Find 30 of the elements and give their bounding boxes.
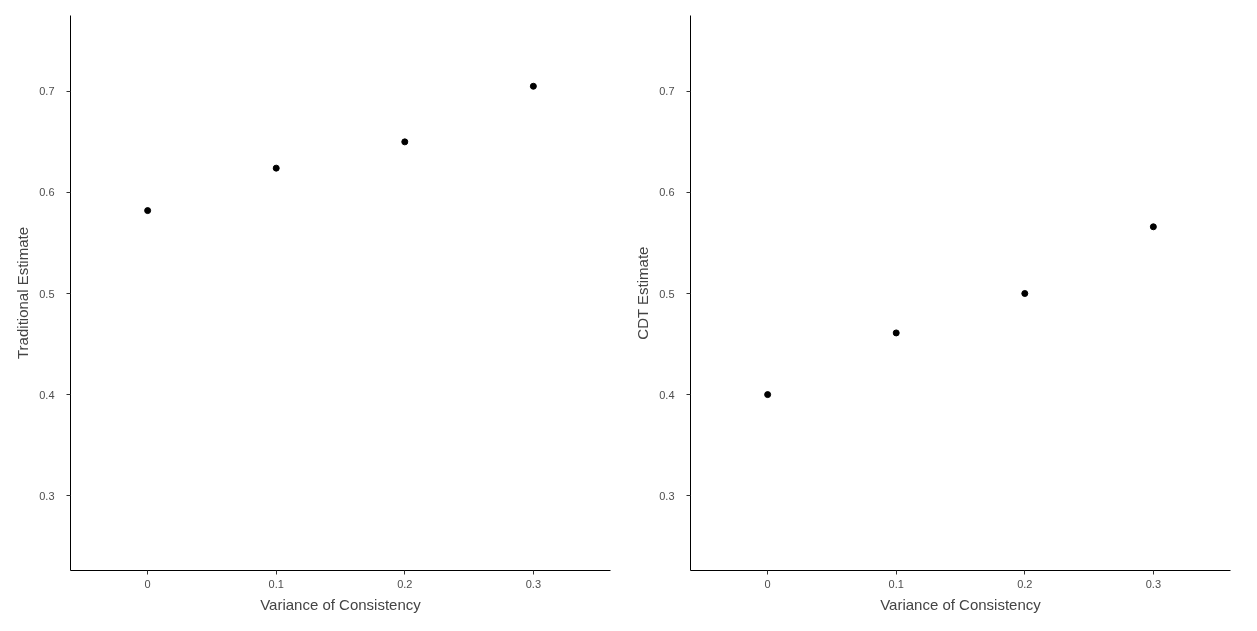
point (529, 82, 537, 90)
y-tick-label: 0.7 (659, 85, 675, 98)
x-tick-label: 0.2 (1017, 577, 1033, 590)
x-axis-title: Variance of Consistency (880, 595, 1042, 613)
y-tick-label: 0.6 (39, 186, 55, 199)
point (764, 391, 772, 399)
x-tick-label: 0.1 (268, 577, 284, 590)
x-tick-label: 0.1 (888, 577, 904, 590)
y-axis-title: CDT Estimate (634, 246, 652, 340)
x-tick-label: 0 (144, 577, 151, 590)
y-tick-label: 0.5 (39, 287, 55, 300)
x-tick-label: 0.3 (1145, 577, 1162, 590)
y-tick-label: 0.4 (39, 388, 55, 401)
x-tick-label: 0.2 (397, 577, 413, 590)
point (144, 207, 152, 215)
point (401, 138, 409, 146)
x-tick-label: 0 (764, 577, 771, 590)
y-axis-title: Traditional Estimate (14, 227, 32, 359)
point (1021, 290, 1029, 297)
x-axis-title: Variance of Consistency (260, 595, 422, 613)
y-tick-label: 0.7 (39, 85, 55, 98)
y-tick-label: 0.6 (659, 186, 675, 199)
point (892, 329, 900, 337)
y-tick-label: 0.3 (39, 489, 55, 502)
point (1149, 223, 1157, 231)
y-tick-label: 0.3 (659, 489, 675, 502)
point (272, 164, 280, 172)
x-tick-label: 0.3 (525, 577, 542, 590)
y-tick-label: 0.5 (659, 287, 675, 300)
y-tick-label: 0.4 (659, 388, 675, 401)
